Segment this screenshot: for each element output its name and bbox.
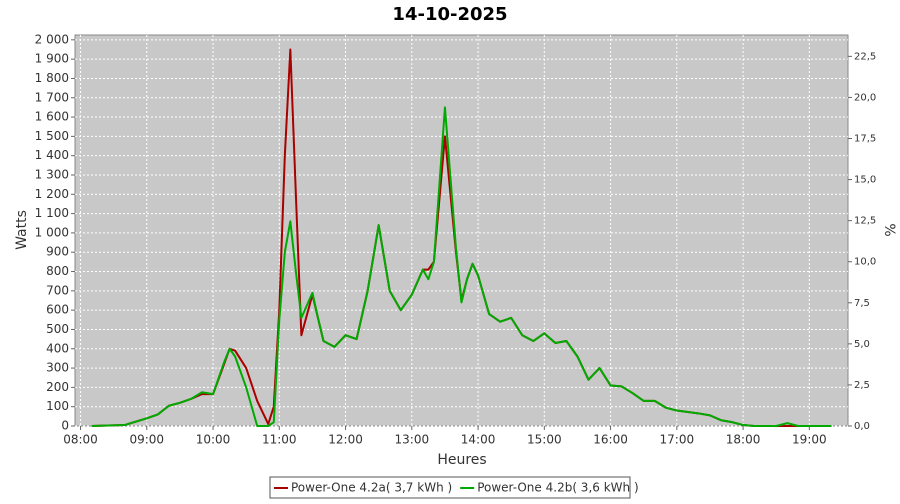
y-tick-label: 1 100 <box>35 206 69 220</box>
x-tick-label: 16:00 <box>593 433 628 447</box>
x-tick-label: 19:00 <box>792 433 827 447</box>
y-tick-label: 1 700 <box>35 90 69 104</box>
y2-tick-label: 7,5 <box>854 298 870 309</box>
y-tick-label: 900 <box>46 245 69 259</box>
x-tick-label: 12:00 <box>328 433 363 447</box>
y-tick-label: 1 900 <box>35 52 69 66</box>
legend <box>269 476 631 499</box>
x-tick-label: 13:00 <box>395 433 430 447</box>
x-tick-label: 11:00 <box>262 433 297 447</box>
y-tick-label: 1 400 <box>35 148 69 162</box>
y2-tick-label: 0,0 <box>854 421 870 432</box>
y-tick-label: 700 <box>46 283 69 297</box>
y-tick-label: 500 <box>46 322 69 336</box>
y2-tick-label: 15,0 <box>854 175 876 186</box>
y-axis-title: Watts <box>14 210 30 250</box>
x-axis-title: Heures <box>437 452 486 468</box>
x-tick-label: 09:00 <box>129 433 164 447</box>
y-tick-label: 0 <box>61 419 69 433</box>
y2-tick-label: 2,5 <box>854 380 870 391</box>
y-tick-label: 600 <box>46 303 69 317</box>
y-tick-label: 1 200 <box>35 187 69 201</box>
chart-title: 14-10-2025 <box>392 4 507 25</box>
y-tick-label: 1 600 <box>35 110 69 124</box>
x-tick-label: 18:00 <box>726 433 761 447</box>
y2-tick-label: 12,5 <box>854 216 876 227</box>
y-tick-label: 1 800 <box>35 71 69 85</box>
y-tick-label: 100 <box>46 399 69 413</box>
y-tick-label: 2 000 <box>35 32 69 46</box>
y-tick-label: 1 500 <box>35 129 69 143</box>
x-tick-label: 10:00 <box>196 433 231 447</box>
y2-tick-label: 10,0 <box>854 257 876 268</box>
y2-axis-title: % <box>881 223 897 236</box>
y2-tick-label: 20,0 <box>854 92 876 103</box>
x-tick-label: 15:00 <box>527 433 562 447</box>
y-tick-label: 1 000 <box>35 225 69 239</box>
legend-label: Power-One 4.2b( 3,6 kWh ) <box>477 481 638 495</box>
y2-tick-label: 22,5 <box>854 51 876 62</box>
y-tick-label: 200 <box>46 380 69 394</box>
y2-tick-label: 5,0 <box>854 339 870 350</box>
y2-tick-label: 17,5 <box>854 134 876 145</box>
x-tick-label: 08:00 <box>63 433 98 447</box>
plot-area <box>74 34 849 427</box>
x-tick-label: 17:00 <box>660 433 695 447</box>
y-tick-label: 800 <box>46 264 69 278</box>
legend-label: Power-One 4.2a( 3,7 kWh ) <box>291 481 452 495</box>
y-tick-label: 1 300 <box>35 167 69 181</box>
x-tick-label: 14:00 <box>461 433 496 447</box>
series-line <box>91 106 832 427</box>
y-tick-label: 400 <box>46 341 69 355</box>
y-tick-label: 300 <box>46 361 69 375</box>
